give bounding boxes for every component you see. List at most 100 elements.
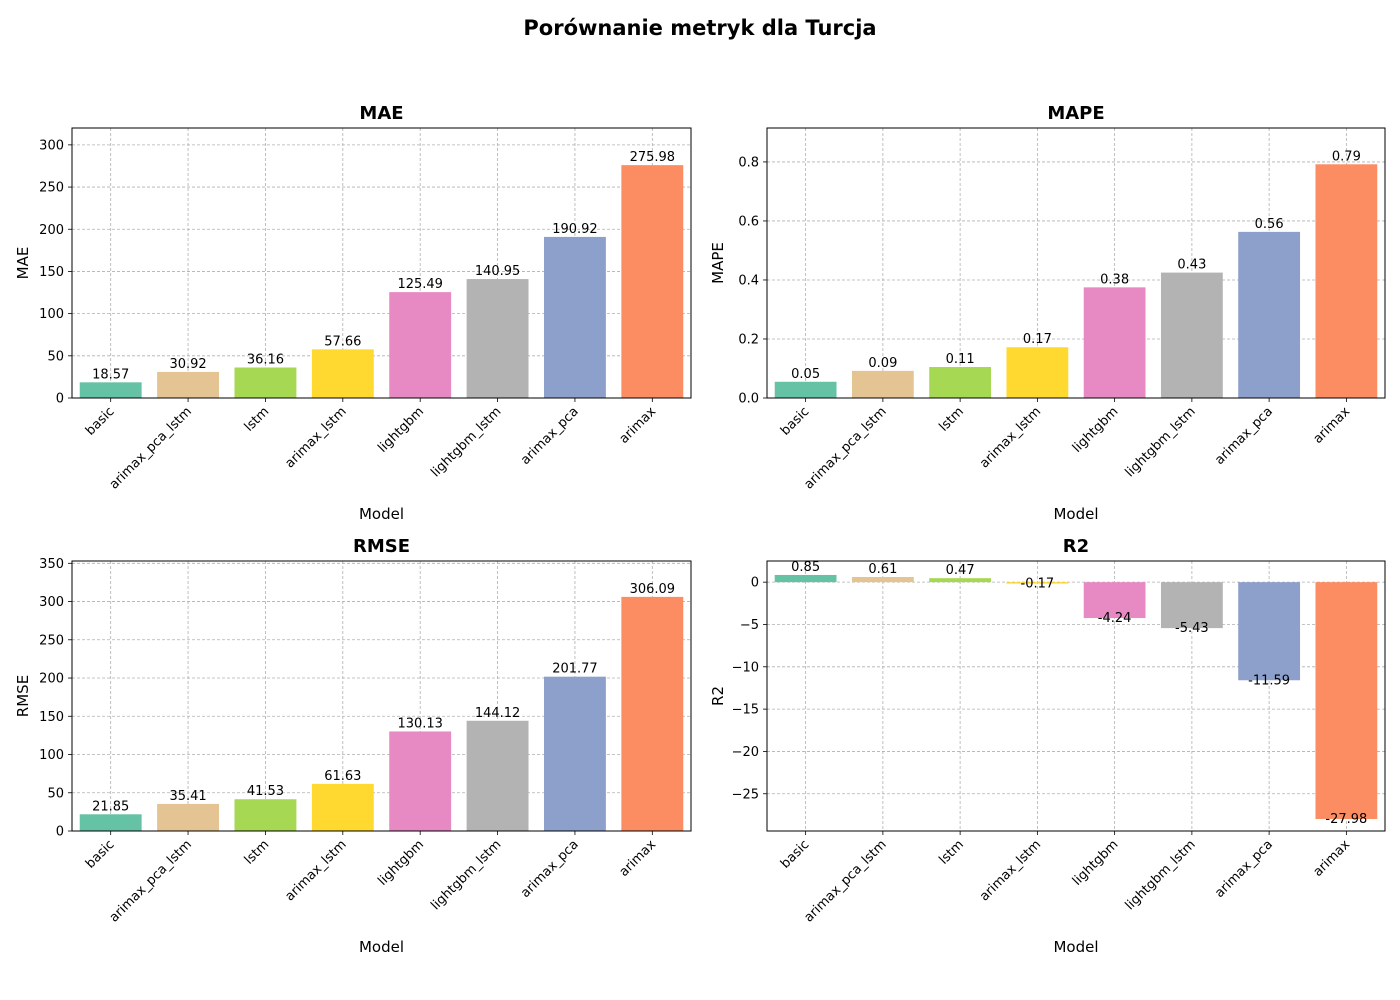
chart-title: RMSE [353, 536, 410, 557]
bar-lightgbm_lstm [466, 279, 529, 398]
y-tick-label: 100 [39, 748, 64, 763]
bar-lightgbm_lstm [466, 720, 529, 831]
bar-arimax [1315, 164, 1378, 398]
chart-panel-mape: 0.0 0.2 0.4 0.6 0.8 0.05 0.09 0.11 0.17 0.38 0.43 0… [709, 103, 1386, 523]
y-tick-label: 0.4 [738, 273, 759, 288]
bar-value-label: 0.38 [1100, 272, 1129, 287]
bar-value-label: 0.09 [868, 356, 897, 371]
bar-value-label: 201.77 [552, 662, 598, 677]
bar-lstm [234, 367, 297, 398]
bar-value-label: 57.66 [324, 334, 361, 349]
bar-value-label: 21.85 [92, 799, 129, 814]
axes-frame [766, 127, 1386, 399]
bar-arimax_pca [1238, 582, 1301, 681]
bar-basic [79, 382, 142, 398]
x-tick-label: arimax_pca_lstm [801, 837, 889, 925]
bar-value-label: 0.43 [1177, 258, 1206, 273]
bar-lstm [929, 578, 992, 583]
bar-basic [774, 381, 837, 398]
bar-arimax_lstm [1006, 347, 1069, 398]
bar-arimax_pca_lstm [157, 371, 220, 398]
bar-arimax_pca [1238, 231, 1301, 398]
bar-value-label: 0.11 [946, 352, 975, 367]
bar-arimax_pca_lstm [851, 370, 914, 398]
y-tick-label: 50 [47, 349, 64, 364]
x-tick-label: arimax [617, 837, 660, 880]
bar-lstm [929, 367, 992, 398]
y-tick-label: 0 [751, 576, 759, 591]
bar-value-label: -4.24 [1098, 611, 1132, 626]
y-tick-label: 0.2 [738, 332, 759, 347]
y-tick-label: 0.6 [738, 214, 759, 229]
y-tick-label: 0 [56, 825, 64, 840]
bar-arimax_pca_lstm [157, 803, 220, 831]
bar-lightgbm [1083, 287, 1146, 398]
chart-title: MAE [359, 103, 403, 124]
y-tick-label: −25 [732, 787, 759, 802]
bar-lightgbm [1083, 582, 1146, 619]
bar-arimax_lstm [1006, 582, 1069, 584]
x-tick-label: arimax_pca [1212, 404, 1276, 468]
bar-value-label: -27.98 [1325, 812, 1367, 827]
bar-value-label: 306.09 [630, 582, 676, 597]
y-tick-label: −20 [732, 745, 759, 760]
y-tick-label: 150 [39, 265, 64, 280]
x-tick-label: arimax_pca_lstm [107, 404, 195, 492]
x-tick-label: arimax_pca_lstm [801, 404, 889, 492]
axes-frame [71, 127, 692, 399]
y-axis-label: MAPE [709, 242, 727, 284]
x-axis-label: Model [1053, 505, 1098, 523]
bar-value-label: 61.63 [324, 769, 361, 784]
y-tick-label: 300 [39, 138, 64, 153]
bar-value-label: -5.43 [1175, 621, 1209, 636]
bar-value-label: 144.12 [475, 706, 521, 721]
bar-lightgbm [389, 731, 452, 831]
x-tick-label: arimax_pca [1212, 837, 1276, 901]
x-tick-label: arimax_pca_lstm [107, 837, 195, 925]
y-tick-label: 250 [39, 633, 64, 648]
y-tick-label: 350 [39, 557, 64, 572]
bar-value-label: 0.47 [946, 563, 975, 578]
y-tick-label: −15 [732, 703, 759, 718]
x-axis-label: Model [359, 938, 404, 956]
x-tick-label: arimax [617, 404, 660, 447]
bar-value-label: 125.49 [397, 277, 443, 292]
y-axis-label: R2 [709, 686, 727, 706]
x-tick-label: arimax [1311, 837, 1354, 880]
y-axis-label: RMSE [14, 675, 32, 717]
bar-arimax [621, 596, 684, 831]
bar-arimax_pca [543, 676, 606, 831]
y-tick-label: 100 [39, 307, 64, 322]
x-tick-label: lightgbm [375, 404, 427, 456]
x-tick-label: basic [83, 404, 117, 438]
bar-arimax_lstm [311, 349, 374, 398]
x-tick-label: lightgbm_lstm [428, 404, 504, 480]
x-tick-label: lstm [242, 404, 273, 435]
bar-value-label: 0.79 [1332, 149, 1361, 164]
bar-value-label: 0.17 [1023, 332, 1052, 347]
chart-panel-mae: 0 50 100 150 200 250 300 18.57 30.92 36.16 57.66 12… [14, 103, 692, 523]
bar-value-label: -11.59 [1248, 673, 1290, 688]
x-tick-label: lstm [936, 837, 967, 868]
x-tick-label: lightgbm [1070, 404, 1122, 456]
y-tick-label: 250 [39, 181, 64, 196]
bar-lightgbm_lstm [1160, 582, 1223, 629]
y-tick-label: 300 [39, 595, 64, 610]
bar-value-label: 130.13 [397, 716, 443, 731]
x-tick-label: arimax_pca [518, 404, 582, 468]
bar-value-label: 30.92 [169, 357, 206, 372]
x-tick-label: lightgbm [1070, 837, 1122, 889]
x-tick-label: lightgbm_lstm [1123, 404, 1199, 480]
figure-title: Porównanie metryk dla Turcja [523, 16, 877, 40]
bar-value-label: 0.56 [1255, 217, 1284, 232]
x-tick-label: lightgbm_lstm [428, 837, 504, 913]
bar-value-label: 190.92 [552, 222, 598, 237]
x-tick-label: lightgbm [375, 837, 427, 889]
x-tick-label: arimax_lstm [283, 837, 350, 904]
y-tick-label: 0.8 [738, 155, 759, 170]
y-tick-label: 0.0 [738, 392, 759, 407]
bar-value-label: 18.57 [92, 367, 129, 382]
x-axis-label: Model [359, 505, 404, 523]
bar-value-label: 36.16 [247, 352, 284, 367]
x-tick-label: arimax_lstm [977, 837, 1044, 904]
